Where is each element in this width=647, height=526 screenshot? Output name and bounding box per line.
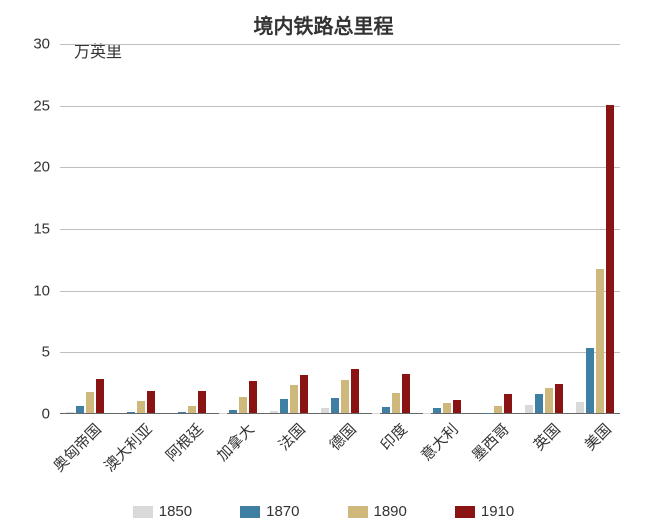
legend-swatch (133, 506, 153, 518)
bar (76, 406, 84, 413)
bar (576, 402, 584, 413)
bar (443, 403, 451, 413)
bar (555, 384, 563, 413)
y-tick-label: 30 (10, 36, 60, 53)
x-tick-label: 阿根廷 (157, 414, 208, 465)
x-tick-label: 法国 (269, 414, 309, 454)
bar (545, 388, 553, 413)
x-tick-label: 意大利 (411, 414, 462, 465)
legend-label: 1910 (481, 503, 514, 520)
legend-label: 1850 (159, 503, 192, 520)
x-tick-label: 加拿大 (208, 414, 259, 465)
bar-group: 加拿大 (213, 44, 264, 413)
bar (331, 398, 339, 413)
bar (535, 394, 543, 413)
x-tick-label: 美国 (575, 414, 615, 454)
bar (229, 410, 237, 413)
bar-group: 墨西哥 (467, 44, 518, 413)
bar (178, 412, 186, 413)
y-tick-label: 0 (10, 406, 60, 423)
legend-label: 1890 (374, 503, 407, 520)
legend-swatch (348, 506, 368, 518)
bar (300, 375, 308, 413)
bar (198, 391, 206, 413)
bar-group: 法国 (264, 44, 315, 413)
bar (321, 408, 329, 413)
y-tick-label: 15 (10, 221, 60, 238)
x-tick-label: 澳大利亚 (95, 414, 157, 476)
legend-swatch (240, 506, 260, 518)
railway-chart: 境内铁路总里程 万英里 051015202530奥匈帝国澳大利亚阿根廷加拿大法国… (0, 0, 647, 526)
legend-label: 1870 (266, 503, 299, 520)
bar-group: 澳大利亚 (111, 44, 162, 413)
bar-group: 阿根廷 (162, 44, 213, 413)
bar-group: 奥匈帝国 (60, 44, 111, 413)
bar (606, 105, 614, 413)
bar (290, 385, 298, 413)
plot-area: 051015202530奥匈帝国澳大利亚阿根廷加拿大法国德国印度意大利墨西哥英国… (60, 44, 620, 414)
bar (494, 406, 502, 413)
x-tick-label: 墨西哥 (462, 414, 513, 465)
legend-item: 1850 (133, 503, 192, 520)
bar (280, 399, 288, 413)
bar (249, 381, 257, 413)
bar (351, 369, 359, 413)
y-tick-label: 5 (10, 344, 60, 361)
legend-swatch (455, 506, 475, 518)
bar (525, 405, 533, 413)
x-tick-label: 印度 (371, 414, 411, 454)
bar (433, 408, 441, 413)
bar (188, 406, 196, 413)
bar (586, 348, 594, 413)
bar (86, 392, 94, 413)
x-tick-label: 英国 (524, 414, 564, 454)
y-tick-label: 10 (10, 282, 60, 299)
x-tick-label: 德国 (320, 414, 360, 454)
bar (270, 411, 278, 413)
x-tick-label: 奥匈帝国 (44, 414, 106, 476)
chart-title: 境内铁路总里程 (0, 0, 647, 39)
bar-group: 印度 (365, 44, 416, 413)
legend-item: 1890 (348, 503, 407, 520)
bar-group: 意大利 (416, 44, 467, 413)
bar (341, 380, 349, 413)
legend-item: 1910 (455, 503, 514, 520)
bar-group: 美国 (569, 44, 620, 413)
bar (239, 397, 247, 413)
bar (382, 407, 390, 413)
legend-item: 1870 (240, 503, 299, 520)
bar-group: 英国 (518, 44, 569, 413)
bar (147, 391, 155, 413)
bar (137, 401, 145, 413)
y-tick-label: 20 (10, 159, 60, 176)
bar (504, 394, 512, 413)
y-tick-label: 25 (10, 97, 60, 114)
bar (392, 393, 400, 413)
bar-group: 德国 (315, 44, 366, 413)
legend: 1850 1870 1890 1910 (0, 503, 647, 520)
bar (96, 379, 104, 413)
bar (66, 412, 74, 413)
bar (596, 269, 604, 413)
bar (402, 374, 410, 413)
bar (453, 400, 461, 413)
bar (127, 412, 135, 413)
